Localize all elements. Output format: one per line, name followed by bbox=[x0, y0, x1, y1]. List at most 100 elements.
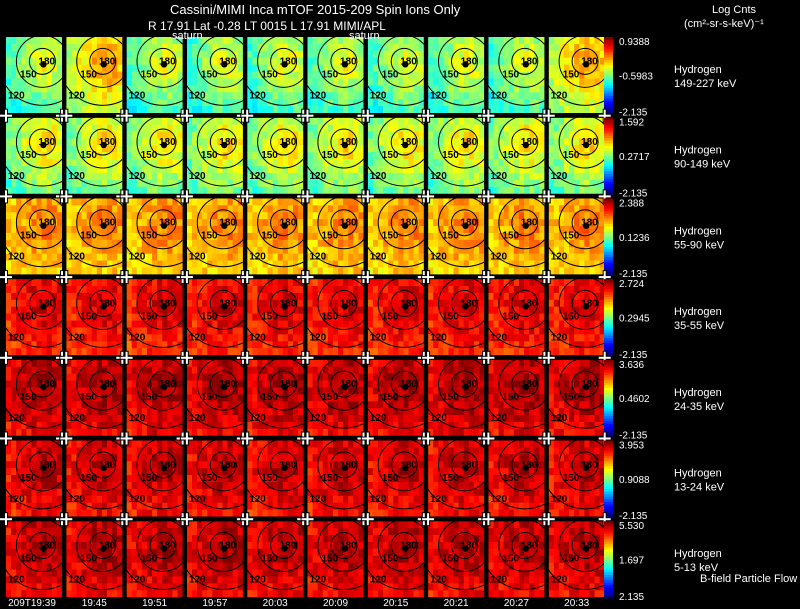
heatmap-panel bbox=[307, 37, 364, 113]
heatmap-cell bbox=[358, 152, 364, 160]
heatmap-cell bbox=[177, 239, 183, 248]
heatmap-cell bbox=[558, 159, 565, 167]
heatmap-cell bbox=[338, 226, 344, 234]
heatmap-cell bbox=[594, 145, 601, 153]
heatmap-cell bbox=[322, 159, 329, 167]
heatmap-cell bbox=[539, 253, 545, 262]
heatmap-cell bbox=[186, 106, 193, 113]
heatmap-cell bbox=[574, 37, 580, 45]
heatmap-cell bbox=[327, 205, 334, 213]
heatmap-cell bbox=[548, 131, 555, 140]
heatmap-cell bbox=[563, 172, 570, 181]
heatmap-cell bbox=[383, 226, 389, 234]
heatmap-cell bbox=[348, 92, 354, 100]
heatmap-cell bbox=[393, 253, 399, 262]
heatmap-cell bbox=[51, 306, 58, 315]
heatmap-cell bbox=[503, 152, 510, 160]
heatmap-cell bbox=[508, 43, 515, 52]
heatmap-cell bbox=[272, 267, 279, 275]
heatmap-cell bbox=[553, 85, 560, 93]
heatmap-cell bbox=[51, 78, 58, 86]
heatmap-cell bbox=[237, 64, 243, 73]
heatmap-cell bbox=[56, 106, 62, 113]
heatmap-cell bbox=[51, 279, 58, 287]
heatmap-cell bbox=[503, 50, 510, 59]
heatmap-cell bbox=[101, 279, 108, 287]
heatmap-cell bbox=[529, 219, 535, 227]
contour-ring bbox=[367, 37, 424, 106]
heatmap-cell bbox=[212, 37, 219, 45]
contour-label: 180 bbox=[38, 56, 55, 67]
heatmap-cell bbox=[207, 286, 213, 294]
heatmap-cell bbox=[388, 145, 394, 153]
heatmap-cell bbox=[16, 99, 22, 107]
heatmap-cell bbox=[298, 348, 304, 356]
heatmap-cell bbox=[377, 299, 384, 308]
heatmap-cell bbox=[66, 286, 72, 294]
heatmap-cell bbox=[101, 313, 108, 322]
heatmap-cell bbox=[599, 71, 605, 80]
heatmap-cell bbox=[131, 334, 138, 342]
heatmap-cell bbox=[377, 260, 384, 269]
heatmap-cell bbox=[26, 159, 33, 167]
heatmap-cell bbox=[282, 159, 289, 167]
heatmap-cell bbox=[418, 145, 424, 153]
heatmap-cell bbox=[338, 179, 344, 188]
heatmap-cell bbox=[76, 92, 83, 100]
heatmap-cell bbox=[157, 334, 163, 342]
heatmap-cell bbox=[262, 239, 269, 248]
heatmap-cell bbox=[539, 179, 545, 188]
heatmap-cell bbox=[398, 179, 405, 188]
contour-ring bbox=[89, 289, 117, 317]
heatmap-cell bbox=[443, 106, 450, 113]
heatmap-cell bbox=[458, 253, 465, 262]
contour-label: 120 bbox=[370, 90, 387, 101]
heatmap-cell bbox=[293, 260, 299, 269]
heatmap-cell bbox=[293, 159, 299, 167]
heatmap-cell bbox=[503, 260, 510, 269]
heatmap-cell bbox=[152, 166, 158, 174]
heatmap-cell bbox=[131, 131, 138, 140]
heatmap-cell bbox=[107, 92, 113, 100]
cross-marker bbox=[427, 109, 430, 122]
heatmap-cell bbox=[322, 348, 329, 356]
heatmap-cell bbox=[86, 246, 93, 255]
heatmap-cell bbox=[343, 279, 349, 287]
heatmap-cell bbox=[272, 131, 279, 140]
heatmap-cell bbox=[217, 172, 224, 181]
heatmap-cell bbox=[388, 43, 394, 52]
heatmap-cell bbox=[529, 179, 535, 188]
heatmap-cell bbox=[508, 172, 515, 181]
heatmap-cell bbox=[312, 106, 319, 113]
heatmap-cell bbox=[383, 124, 389, 133]
contour-label: 150 bbox=[322, 150, 339, 161]
heatmap-cell bbox=[317, 172, 324, 181]
heatmap-cell bbox=[162, 279, 168, 287]
heatmap-cell bbox=[152, 299, 158, 308]
heatmap-cell bbox=[433, 117, 439, 126]
heatmap-cell bbox=[508, 152, 515, 160]
heatmap-cell bbox=[488, 78, 495, 86]
heatmap-cell bbox=[141, 292, 148, 301]
heatmap-cell bbox=[508, 253, 515, 262]
heatmap-cell bbox=[312, 124, 319, 133]
heatmap-cell bbox=[227, 172, 234, 181]
heatmap-cell bbox=[267, 212, 274, 220]
heatmap-cell bbox=[112, 186, 118, 194]
heatmap-cell bbox=[177, 57, 183, 66]
heatmap-cell bbox=[152, 205, 158, 213]
heatmap-cell bbox=[539, 57, 545, 66]
heatmap-cell bbox=[257, 320, 264, 329]
colorbar-segment bbox=[604, 98, 613, 102]
heatmap-cell bbox=[322, 279, 329, 287]
heatmap-cell bbox=[428, 106, 434, 113]
heatmap-panel bbox=[247, 198, 304, 275]
contour-ring bbox=[15, 37, 62, 88]
heatmap-cell bbox=[383, 292, 389, 301]
heatmap-cell bbox=[287, 198, 294, 206]
heatmap-cell bbox=[277, 205, 284, 213]
heatmap-cell bbox=[262, 313, 269, 322]
heatmap-cell bbox=[31, 159, 38, 167]
heatmap-cell bbox=[131, 299, 138, 308]
heatmap-cell bbox=[332, 145, 339, 153]
